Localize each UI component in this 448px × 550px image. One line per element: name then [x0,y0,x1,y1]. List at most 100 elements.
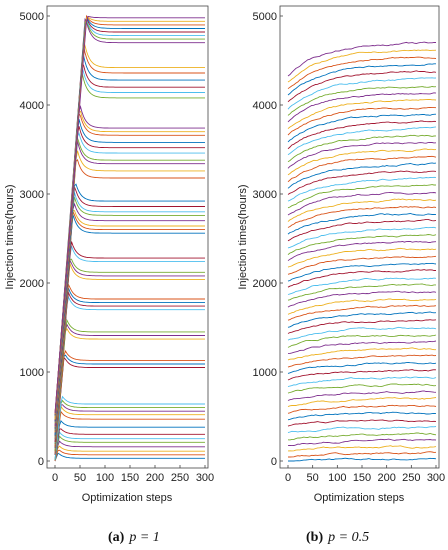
series-line [54,435,205,462]
series-line [287,170,437,195]
y-tick-label: 0 [271,456,277,468]
series-line [287,383,437,394]
series-line [54,452,205,462]
x-ticks-a: 0 50 100 150 200 250 300 [52,465,214,484]
y-tick-label: 4000 [253,100,277,112]
series-line [287,49,437,83]
series-line [54,15,205,414]
series-line [287,390,437,401]
series-line [287,262,437,282]
series-line [287,198,437,222]
series-line [54,132,205,430]
y-ticks-a: 0 1000 2000 3000 4000 5000 [20,11,50,468]
series-line [287,438,437,447]
series-line [54,126,205,429]
series-line [287,77,437,110]
series-line [287,176,437,202]
series-lines-b [287,41,437,462]
series-line [287,41,437,77]
series-line [287,148,437,176]
y-tick-label: 1000 [20,367,44,379]
panel-b: 0 50 100 150 200 250 300 0 1000 2000 3000 4000 5000… [237,5,445,545]
series-line [54,327,205,452]
caption-math-a: p = 1 [128,530,159,545]
x-tick-label: 250 [402,472,420,484]
caption-a: (a) p = 1 [108,530,160,545]
series-line [54,183,205,436]
series-line [54,420,205,462]
series-line [54,295,205,449]
series-line [287,155,437,183]
series-line [54,197,205,437]
x-tick-label: 200 [377,472,395,484]
series-line [287,184,436,209]
series-line [287,347,436,361]
series-line [287,311,437,328]
x-tick-label: 100 [328,472,346,484]
series-line [54,202,205,438]
series-line [288,451,437,458]
x-tick-label: 100 [96,472,114,484]
x-tick-label: 0 [52,472,58,484]
x-axis-label-b: Optimization steps [314,492,405,504]
series-line [287,362,437,374]
series-line [287,304,437,321]
series-line [287,298,437,315]
caption-b: (b) p = 0.5 [306,530,369,545]
series-line [54,241,205,443]
series-line [54,318,205,451]
series-line [54,354,205,455]
series-line [287,404,437,414]
series-line [287,334,437,348]
series-line [54,186,205,436]
series-line [54,323,205,452]
series-line [54,263,205,445]
y-tick-label: 5000 [253,11,277,23]
series-line [287,206,437,228]
series-line [287,283,436,301]
x-tick-label: 0 [285,472,291,484]
series-line [287,397,437,408]
series-line [54,440,205,462]
series-line [287,56,437,90]
series-line [54,209,205,439]
series-line [287,70,437,103]
plot-area-b [279,5,440,469]
series-line [287,369,437,381]
series-line [287,326,437,341]
series-line [54,111,205,428]
series-line [54,282,205,447]
series-line [287,269,436,288]
y-tick-label: 5000 [20,11,44,23]
series-line [287,218,437,242]
series-line [54,258,205,445]
series-line [54,150,205,432]
series-line [287,234,437,255]
series-line [287,86,437,116]
series-line [54,399,205,460]
series-line [54,395,205,460]
series-line [287,354,437,368]
series-line [287,162,437,189]
series-line [287,63,436,96]
series-line [287,241,437,262]
series-line [287,426,437,434]
series-lines-a [54,14,205,462]
x-tick-label: 150 [121,472,139,484]
series-line [54,258,205,444]
y-axis-label-b: Injection times(hours) [237,184,249,289]
series-line [54,449,205,462]
series-line [54,404,205,461]
series-line [54,110,205,427]
y-tick-label: 3000 [20,189,44,201]
series-line [54,211,205,439]
series-line [287,445,437,452]
series-line [287,277,437,295]
series-line [54,410,205,462]
caption-math-b: p = 0.5 [327,530,369,545]
x-tick-label: 250 [171,472,189,484]
series-line [54,214,205,440]
caption-label-b: (b) [306,530,323,545]
series-line [287,419,437,427]
series-line [287,226,437,249]
